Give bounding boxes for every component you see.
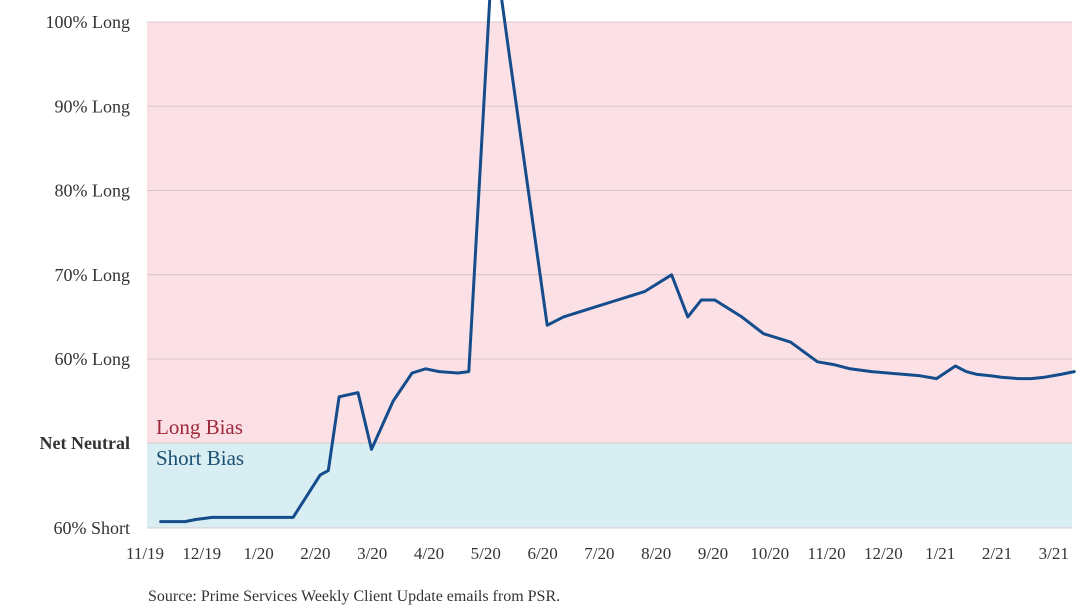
y-tick-label: Net Neutral — [40, 433, 130, 453]
source-note: Source: Prime Services Weekly Client Upd… — [148, 588, 561, 605]
x-tick-label: 12/19 — [182, 544, 221, 563]
x-tick-label: 4/20 — [414, 544, 444, 563]
x-tick-label: 3/20 — [357, 544, 387, 563]
gridlines — [147, 21, 1072, 529]
short-bias-region — [147, 443, 1072, 528]
y-tick-label: 90% Long — [55, 96, 131, 116]
region-labels: Long Bias Short Bias — [156, 415, 244, 470]
y-tick-label: 80% Long — [55, 181, 131, 201]
x-tick-label: 1/20 — [243, 544, 273, 563]
x-tick-label: 2/21 — [982, 544, 1012, 563]
x-tick-label: 11/20 — [808, 544, 846, 563]
y-tick-label: 60% Long — [55, 349, 131, 369]
long-bias-region — [147, 22, 1072, 443]
y-tick-label: 100% Long — [46, 12, 131, 32]
x-tick-label: 2/20 — [300, 544, 330, 563]
x-tick-label: 5/20 — [471, 544, 501, 563]
series-lines — [159, 0, 1076, 524]
x-tick-label: 1/21 — [925, 544, 955, 563]
x-axis-tick-labels: 11/19 12/19 1/20 2/20 3/20 4/20 5/20 6/20 7/20 8/… — [126, 544, 1069, 563]
x-tick-label: 11/19 — [126, 544, 164, 563]
y-tick-label: 70% Long — [55, 265, 131, 285]
y-axis-tick-labels: 60% Short Net Neutral 60% Long 70% Long 80% … — [40, 12, 130, 538]
bias-regions — [147, 22, 1072, 528]
short-bias-label: Short Bias — [156, 446, 244, 470]
x-tick-label: 8/20 — [641, 544, 671, 563]
x-tick-label: 6/20 — [527, 544, 557, 563]
x-tick-label: 3/21 — [1039, 544, 1069, 563]
y-tick-label: 60% Short — [54, 518, 131, 538]
x-tick-label: 9/20 — [698, 544, 728, 563]
x-tick-label: 7/20 — [584, 544, 614, 563]
series-line — [159, 0, 1076, 524]
x-tick-label: 12/20 — [864, 544, 903, 563]
long-bias-label: Long Bias — [156, 415, 243, 439]
x-tick-label: 10/20 — [750, 544, 789, 563]
